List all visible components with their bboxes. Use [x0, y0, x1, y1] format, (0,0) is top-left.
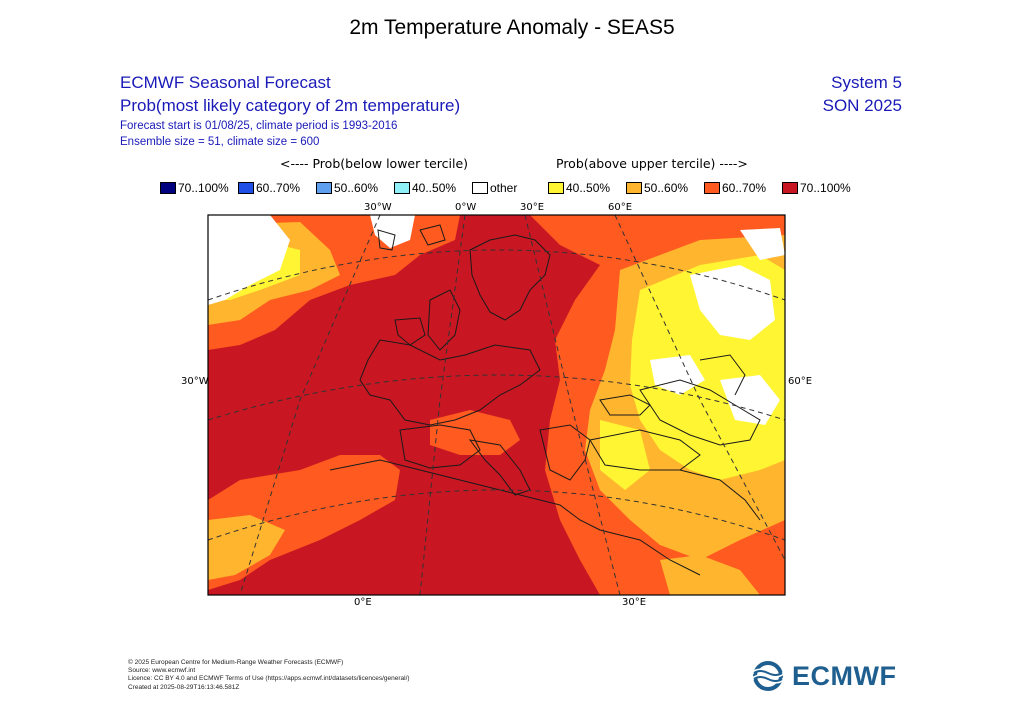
legend-label: 40..50%: [412, 181, 457, 195]
legend-swatch: [238, 182, 254, 194]
footer-licence: Licence: CC BY 4.0 and ECMWF Terms of Us…: [128, 675, 410, 683]
legend-label: 50..60%: [334, 181, 379, 195]
ecmwf-logo-icon: [751, 661, 785, 691]
axis-label-bottom-30e: 30°E: [622, 597, 647, 608]
legend-item-below-70-100: 70..100%: [160, 181, 238, 195]
legend-swatch: [704, 182, 720, 194]
axis-label-top-0w: 0°W: [455, 202, 477, 213]
legend-swatch: [626, 182, 642, 194]
legend-swatch: [548, 182, 564, 194]
legend-below-label: <---- Prob(below lower tercile): [280, 156, 469, 171]
forecast-source-title: ECMWF Seasonal Forecast: [120, 73, 331, 92]
legend-item-above-60-70: 60..70%: [704, 181, 782, 195]
forecast-product-title: Prob(most likely category of 2m temperat…: [120, 96, 461, 115]
legend-label: 60..70%: [256, 181, 301, 195]
legend-above-label: Prob(above upper tercile) ---->: [556, 156, 748, 171]
footer-source: Source: www.ecmwf.int: [128, 667, 196, 675]
legend-label: other: [490, 181, 518, 195]
footer-credits: © 2025 European Centre for Medium-Range …: [128, 659, 410, 692]
legend-item-above-70-100: 70..100%: [782, 181, 860, 195]
legend-label: 70..100%: [178, 181, 229, 195]
ecmwf-logo: ECMWF: [748, 660, 898, 692]
legend-swatch: [394, 182, 410, 194]
map-frame: [207, 214, 786, 596]
legend-swatch: [160, 182, 176, 194]
legend-item-below-40-50: 40..50%: [394, 181, 472, 195]
axis-label-right-60e: 60°E: [788, 376, 813, 387]
axis-label-top-30e: 30°E: [520, 202, 545, 213]
legend-label: 50..60%: [644, 181, 689, 195]
axis-label-top-60e: 60°E: [608, 202, 633, 213]
axis-label-bottom-0e: 0°E: [354, 597, 372, 608]
legend-item-above-50-60: 50..60%: [626, 181, 704, 195]
legend-item-below-50-60: 50..60%: [316, 181, 394, 195]
footer-copyright: © 2025 European Centre for Medium-Range …: [128, 659, 344, 666]
season-label: SON 2025: [822, 96, 902, 115]
legend-swatch: [472, 182, 488, 194]
axis-label-left-30w: 30°W: [181, 376, 209, 387]
ensemble-size-info: Ensemble size = 51, climate size = 600: [120, 136, 320, 148]
legend-label: 70..100%: [800, 181, 851, 195]
color-legend: 70..100% 60..70% 50..60% 40..50% other 4…: [160, 180, 860, 196]
legend-swatch: [316, 182, 332, 194]
map-fill: [208, 215, 785, 595]
legend-swatch: [782, 182, 798, 194]
legend-label: 60..70%: [722, 181, 767, 195]
axis-label-top-30w: 30°W: [364, 202, 392, 213]
system-label: System 5: [831, 73, 902, 92]
legend-item-above-40-50: 40..50%: [548, 181, 626, 195]
page-title: 2m Temperature Anomaly - SEAS5: [349, 16, 675, 39]
ecmwf-logo-text: ECMWF: [792, 660, 897, 691]
legend-item-below-60-70: 60..70%: [238, 181, 316, 195]
forecast-start-info: Forecast start is 01/08/25, climate peri…: [120, 120, 398, 132]
legend-item-other: other: [472, 181, 548, 195]
footer-created: Created at 2025-08-29T16:13:46.581Z: [128, 683, 240, 691]
legend-label: 40..50%: [566, 181, 611, 195]
